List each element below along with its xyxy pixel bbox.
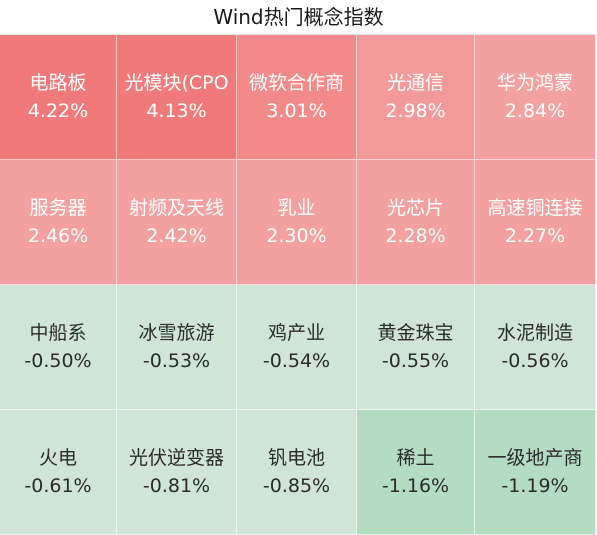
heatmap-tile[interactable]: 乳业 2.30% bbox=[237, 160, 357, 285]
tile-value: 4.13% bbox=[146, 100, 207, 122]
tile-value: -0.81% bbox=[142, 475, 211, 497]
tile-name: 光伏逆变器 bbox=[128, 447, 224, 469]
tile-value: -0.53% bbox=[142, 350, 211, 372]
tile-value: 2.27% bbox=[504, 225, 566, 247]
heatmap-tile[interactable]: 光模块(CPO 4.13% bbox=[117, 35, 237, 160]
tile-value: 2.84% bbox=[504, 100, 566, 122]
tile-grid: 电路板 4.22% 光模块(CPO 4.13% 微软合作商 3.01% 光通信 2.98% 华为… bbox=[0, 35, 596, 535]
tile-name: 冰雪旅游 bbox=[138, 322, 215, 344]
tile-value: 4.22% bbox=[27, 100, 89, 122]
tile-name: 微软合作商 bbox=[248, 72, 344, 94]
tile-name: 水泥制造 bbox=[496, 322, 573, 344]
heatmap-tile[interactable]: 水泥制造 -0.56% bbox=[475, 285, 596, 410]
tile-name: 黄金珠宝 bbox=[377, 322, 454, 344]
tile-name: 光模块(CPO bbox=[124, 72, 229, 94]
heatmap-tile[interactable]: 稀土 -1.16% bbox=[357, 410, 475, 535]
tile-name: 服务器 bbox=[29, 197, 87, 219]
tile-value: 2.30% bbox=[266, 225, 327, 247]
tile-name: 鸡产业 bbox=[267, 322, 325, 344]
tile-value: -0.85% bbox=[262, 475, 331, 497]
tile-value: -1.16% bbox=[381, 475, 450, 497]
tile-name: 钒电池 bbox=[267, 447, 325, 469]
tile-value: 2.98% bbox=[385, 100, 446, 122]
tile-value: -1.19% bbox=[501, 475, 569, 497]
tile-value: -0.61% bbox=[24, 475, 92, 497]
tile-value: -0.55% bbox=[381, 350, 450, 372]
tile-value: 3.01% bbox=[266, 100, 327, 122]
tile-name: 光通信 bbox=[386, 72, 444, 94]
heatmap-tile[interactable]: 黄金珠宝 -0.55% bbox=[357, 285, 475, 410]
heatmap-tile[interactable]: 光芯片 2.28% bbox=[357, 160, 475, 285]
heatmap-tile[interactable]: 中船系 -0.50% bbox=[0, 285, 117, 410]
tile-name: 火电 bbox=[38, 447, 77, 469]
tile-value: 2.46% bbox=[27, 225, 89, 247]
heatmap-tile[interactable]: 电路板 4.22% bbox=[0, 35, 117, 160]
heatmap-tile[interactable]: 鸡产业 -0.54% bbox=[237, 285, 357, 410]
tile-value: -0.54% bbox=[262, 350, 331, 372]
tile-value: 2.42% bbox=[146, 225, 207, 247]
heatmap-tile[interactable]: 光伏逆变器 -0.81% bbox=[117, 410, 237, 535]
heatmap-tile[interactable]: 高速铜连接 2.27% bbox=[475, 160, 596, 285]
tile-name: 一级地产商 bbox=[487, 447, 583, 469]
heatmap-tile[interactable]: 冰雪旅游 -0.53% bbox=[117, 285, 237, 410]
heatmap-tile[interactable]: 微软合作商 3.01% bbox=[237, 35, 357, 160]
tile-value: -0.56% bbox=[501, 350, 569, 372]
chart-title: Wind热门概念指数 bbox=[0, 0, 597, 35]
heatmap-tile[interactable]: 火电 -0.61% bbox=[0, 410, 117, 535]
tile-name: 中船系 bbox=[29, 322, 87, 344]
heatmap-tile[interactable]: 射频及天线 2.42% bbox=[117, 160, 237, 285]
heatmap-tile[interactable]: 一级地产商 -1.19% bbox=[475, 410, 596, 535]
heatmap-tile[interactable]: 华为鸿蒙 2.84% bbox=[475, 35, 596, 160]
tile-name: 光芯片 bbox=[386, 197, 444, 219]
tile-name: 电路板 bbox=[29, 72, 87, 94]
tile-name: 华为鸿蒙 bbox=[496, 72, 573, 94]
tile-name: 乳业 bbox=[277, 197, 316, 219]
tile-name: 高速铜连接 bbox=[487, 197, 583, 219]
tile-name: 射频及天线 bbox=[128, 197, 224, 219]
tile-value: -0.50% bbox=[24, 350, 92, 372]
heatmap-tile[interactable]: 光通信 2.98% bbox=[357, 35, 475, 160]
tile-name: 稀土 bbox=[396, 447, 435, 469]
heatmap-tile[interactable]: 服务器 2.46% bbox=[0, 160, 117, 285]
heatmap-tile[interactable]: 钒电池 -0.85% bbox=[237, 410, 357, 535]
tile-value: 2.28% bbox=[385, 225, 446, 247]
